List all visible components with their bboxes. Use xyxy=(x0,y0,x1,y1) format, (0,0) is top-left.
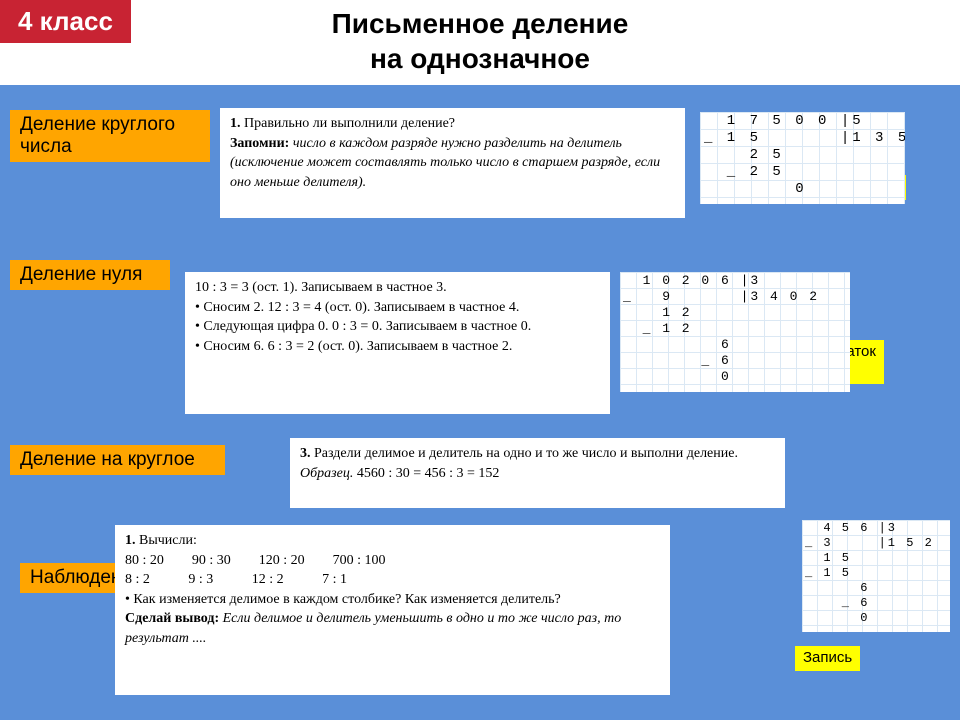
panel-task-1: 1. Правильно ли выполнили деление? Запом… xyxy=(220,108,685,218)
task1-remember-label: Запомни: xyxy=(230,136,289,151)
title-line-1: Письменное деление xyxy=(332,8,629,39)
label-by-round: Деление на круглое xyxy=(10,445,225,475)
task4-conclusion-label: Сделай вывод: xyxy=(125,611,219,626)
label-round-number: Деление круглого числа xyxy=(10,110,210,162)
task2-step3: • Сносим 6. 6 : 3 = 2 (ост. 0). Записыва… xyxy=(195,337,600,357)
long-division-grid-1: 1 7 5 0 0 |5 _ 1 5 |1 3 5 2 5 _ 2 5 0 xyxy=(700,112,905,204)
task2-step1: • Сносим 2. 12 : 3 = 4 (ост. 0). Записыв… xyxy=(195,298,600,318)
title-line-2: на однозначное xyxy=(370,43,590,74)
task4-number: 1. xyxy=(125,533,136,548)
task1-remember-text: число в каждом разряде нужно разделить н… xyxy=(230,136,660,190)
task4-question: • Как изменяется делимое в каждом столби… xyxy=(125,592,561,607)
header: 4 класс Письменное деление на однозначно… xyxy=(0,0,960,85)
task1-number: 1. xyxy=(230,116,241,131)
label-zero-division: Деление нуля xyxy=(10,260,170,290)
panel-task-4: 1. Вычисли: 80 : 20 90 : 30 120 : 20 700… xyxy=(115,525,670,695)
panel-task-2: 10 : 3 = 3 (ост. 1). Записываем в частно… xyxy=(185,272,610,414)
task3-sample-label: Образец. xyxy=(300,466,353,481)
panel-task-3: 3. Раздели делимое и делитель на одно и … xyxy=(290,438,785,508)
task3-question: Раздели делимое и делитель на одно и то … xyxy=(314,446,738,461)
task3-number: 3. xyxy=(300,446,311,461)
task4-row2: 8 : 2 9 : 3 12 : 2 7 : 1 xyxy=(125,572,347,587)
note-record: Запись xyxy=(795,646,860,671)
task2-step0: 10 : 3 = 3 (ост. 1). Записываем в частно… xyxy=(195,278,600,298)
grade-badge: 4 класс xyxy=(0,0,131,43)
task1-question: Правильно ли выполнили деление? xyxy=(244,116,455,131)
long-division-grid-2: 1 0 2 0 6 |3 _ 9 |3 4 0 2 1 2 _ 1 2 6 _ … xyxy=(620,272,850,392)
page-title: Письменное деление на однозначное xyxy=(0,0,960,76)
task4-compute: Вычисли: xyxy=(139,533,197,548)
task3-sample: 4560 : 30 = 456 : 3 = 152 xyxy=(357,466,500,481)
task2-step2: • Следующая цифра 0. 0 : 3 = 0. Записыва… xyxy=(195,317,600,337)
task4-row1: 80 : 20 90 : 30 120 : 20 700 : 100 xyxy=(125,553,386,568)
long-division-grid-3: 4 5 6 |3 _ 3 |1 5 2 1 5 _ 1 5 6 _ 6 0 xyxy=(802,520,950,632)
